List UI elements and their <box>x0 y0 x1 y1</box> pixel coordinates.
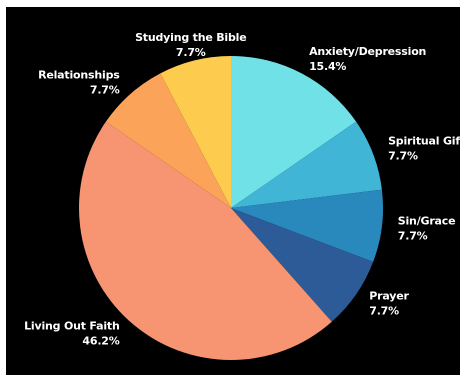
pie-slice-spiritual-gifts <box>231 121 382 208</box>
slice-category-text: Living Out Faith <box>24 320 119 333</box>
slice-label-living-out-faith: Living Out Faith 46.2% <box>24 320 120 348</box>
slice-percent-text: 15.4% <box>309 60 346 73</box>
pie-slice-sin-grace <box>231 189 383 262</box>
slice-label-relationships: Relationships 7.7% <box>38 68 120 96</box>
chart-frame: Anxiety/Depression 15.4% Spiritual Gifts 7.… <box>6 7 460 375</box>
slice-category-text: Sin/Grace <box>398 214 456 227</box>
slice-category-text: Spiritual Gifts <box>388 134 460 147</box>
slice-category-text: Anxiety/Depression <box>309 45 426 58</box>
pie-labels: Anxiety/Depression 15.4% Spiritual Gifts 7.… <box>24 31 460 348</box>
slice-label-studying-the-bible: Studying the Bible 7.7% <box>135 31 246 59</box>
slice-label-spiritual-gifts: Spiritual Gifts 7.7% <box>388 134 460 162</box>
pie-slices <box>79 56 383 360</box>
slice-category-text: Prayer <box>369 289 409 302</box>
slice-label-anxiety-depression: Anxiety/Depression 15.4% <box>309 45 426 73</box>
pie-slice-prayer <box>231 208 374 322</box>
slice-percent-text: 46.2% <box>82 335 119 348</box>
slice-category-text: Relationships <box>38 68 120 81</box>
pie-slice-living-out-faith <box>79 121 332 360</box>
slice-percent-text: 7.7% <box>388 149 418 162</box>
slice-label-sin-grace: Sin/Grace 7.7% <box>398 214 456 242</box>
slice-percent-text: 7.7% <box>369 304 399 317</box>
slice-category-text: Studying the Bible <box>135 31 246 44</box>
pie-slice-studying-the-bible <box>160 56 231 208</box>
pie-slice-anxiety-depression <box>231 56 357 208</box>
slice-percent-text: 7.7% <box>176 46 206 59</box>
pie-slice-relationships <box>105 73 231 209</box>
slice-percent-text: 7.7% <box>90 83 120 96</box>
slice-percent-text: 7.7% <box>398 229 428 242</box>
slice-label-prayer: Prayer 7.7% <box>369 289 409 317</box>
pie-chart: Anxiety/Depression 15.4% Spiritual Gifts 7.… <box>24 31 460 360</box>
